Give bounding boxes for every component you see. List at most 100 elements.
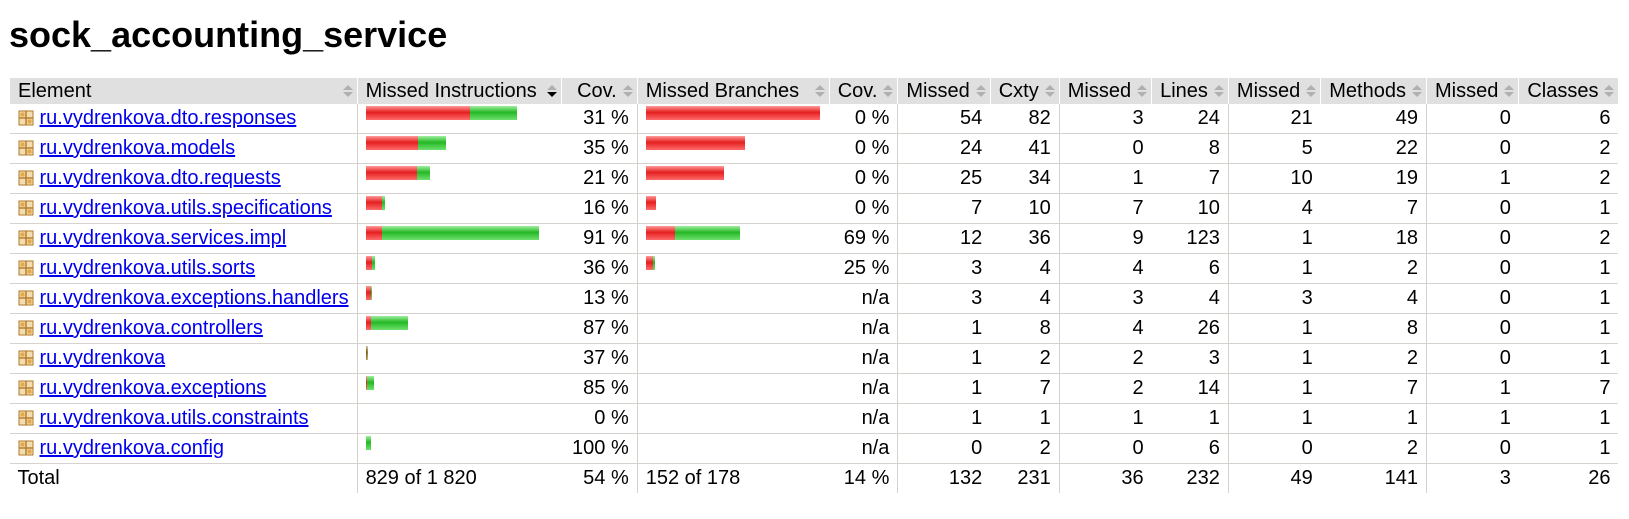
instructions-coverage: 91 %	[561, 223, 638, 254]
sort-icon	[342, 85, 353, 97]
missed-branches-bar	[645, 226, 675, 240]
package-link[interactable]: ru.vydrenkova.exceptions.handlers	[39, 287, 349, 309]
table-row: ru.vydrenkova.controllers 87 % n/a 1 8 4…	[9, 313, 1619, 344]
header-lines[interactable]: Lines	[1151, 78, 1229, 104]
header-branches-coverage[interactable]: Cov.	[828, 78, 898, 104]
classes: 1	[1518, 313, 1619, 344]
element-cell: ru.vydrenkova.utils.constraints	[9, 403, 358, 434]
missed-cxty: 7	[897, 193, 991, 224]
classes: 1	[1518, 403, 1619, 434]
element-cell: ru.vydrenkova.models	[9, 133, 358, 164]
missed-methods: 1	[1227, 373, 1321, 404]
element-cell: ru.vydrenkova.utils.sorts	[9, 253, 358, 284]
branches-bar	[645, 136, 745, 150]
sort-icon	[1504, 85, 1515, 97]
missed-instructions-bar	[365, 166, 417, 180]
missed-cxty: 1	[897, 373, 991, 404]
sort-icon	[975, 85, 986, 97]
instructions-coverage: 31 %	[561, 104, 638, 134]
header-row: Element Missed Instructions Cov. Missed …	[9, 78, 1619, 104]
branches-bar	[645, 256, 655, 270]
instructions-bar	[365, 286, 372, 300]
header-missed-methods[interactable]: Missed	[1227, 78, 1321, 104]
header-methods[interactable]: Methods	[1320, 78, 1427, 104]
package-link[interactable]: ru.vydrenkova.utils.specifications	[39, 197, 332, 219]
missed-methods: 4	[1227, 193, 1321, 224]
missed-methods: 1	[1227, 343, 1321, 374]
lines: 4	[1151, 283, 1229, 314]
instructions-bar	[365, 376, 374, 390]
branches-coverage: 0 %	[829, 193, 898, 224]
instructions-bar	[365, 316, 408, 330]
package-link[interactable]: ru.vydrenkova.utils.constraints	[39, 407, 309, 429]
package-link[interactable]: ru.vydrenkova.config	[39, 437, 225, 459]
missed-cxty: 0	[897, 433, 991, 464]
missed-instructions-bar	[365, 106, 470, 120]
table-row: ru.vydrenkova.dto.responses 31 % 0 % 54 …	[9, 104, 1619, 134]
missed-branches-bar-cell	[636, 403, 830, 434]
missed-branches-bar-cell	[636, 253, 830, 284]
element-cell: ru.vydrenkova.controllers	[9, 313, 358, 344]
missed-classes: 0	[1425, 104, 1519, 134]
coverage-table: Element Missed Instructions Cov. Missed …	[9, 78, 1619, 493]
package-link[interactable]: ru.vydrenkova.models	[39, 137, 236, 159]
missed-lines: 3	[1058, 104, 1152, 134]
missed-branches-bar	[645, 256, 653, 270]
missed-branches-bar-cell	[636, 433, 830, 464]
classes: 1	[1518, 343, 1619, 374]
package-link[interactable]: ru.vydrenkova.dto.requests	[39, 167, 281, 189]
header-missed-classes[interactable]: Missed	[1425, 78, 1519, 104]
missed-instructions-bar-cell	[356, 343, 562, 374]
lines: 6	[1151, 433, 1229, 464]
classes: 7	[1518, 373, 1619, 404]
package-link[interactable]: ru.vydrenkova.controllers	[39, 317, 263, 339]
header-classes[interactable]: Classes	[1518, 78, 1619, 104]
missed-branches-bar-cell	[636, 223, 830, 254]
header-element[interactable]: Element	[9, 78, 358, 104]
methods: 7	[1320, 373, 1427, 404]
header-cxty[interactable]: Cxty	[989, 78, 1060, 104]
package-link[interactable]: ru.vydrenkova	[39, 347, 166, 369]
package-link[interactable]: ru.vydrenkova.dto.responses	[39, 107, 297, 129]
instructions-bar	[365, 436, 371, 450]
cxty: 8	[990, 313, 1060, 344]
classes: 1	[1518, 193, 1619, 224]
lines: 123	[1151, 223, 1229, 254]
covered-branches-bar	[674, 226, 740, 240]
table-row: ru.vydrenkova.dto.requests 21 % 0 % 25 3…	[9, 163, 1619, 194]
header-missed-cxty[interactable]: Missed	[897, 78, 991, 104]
element-cell: ru.vydrenkova.config	[9, 433, 358, 464]
package-icon	[18, 436, 34, 456]
classes: 2	[1518, 163, 1619, 194]
header-missed-branches[interactable]: Missed Branches	[636, 78, 830, 104]
header-instructions-coverage[interactable]: Cov.	[560, 78, 638, 104]
total-instructions-coverage: 54 %	[583, 467, 629, 489]
cxty: 41	[990, 133, 1060, 164]
missed-lines: 3	[1058, 283, 1152, 314]
instructions-coverage: 37 %	[561, 343, 638, 374]
missed-branches-bar-cell	[636, 373, 830, 404]
package-link[interactable]: ru.vydrenkova.services.impl	[39, 227, 287, 249]
table-row: ru.vydrenkova.exceptions 85 % n/a 1 7 2 …	[9, 373, 1619, 404]
missed-lines: 4	[1058, 253, 1152, 284]
element-cell: ru.vydrenkova.exceptions	[9, 373, 358, 404]
missed-branches-bar-cell	[636, 313, 830, 344]
table-row: ru.vydrenkova.utils.specifications 16 % …	[9, 193, 1619, 224]
package-link[interactable]: ru.vydrenkova.utils.sorts	[39, 257, 256, 279]
missed-classes: 1	[1425, 163, 1519, 194]
sort-icon	[622, 85, 633, 97]
total-missed-branches: 152 of 178	[636, 463, 830, 493]
missed-classes: 0	[1425, 223, 1519, 254]
header-missed-instructions[interactable]: Missed Instructions	[356, 78, 562, 104]
table-row: ru.vydrenkova.utils.sorts 36 % 25 % 3 4 …	[9, 253, 1619, 284]
header-missed-lines[interactable]: Missed	[1058, 78, 1152, 104]
instructions-bar	[365, 196, 385, 210]
package-icon	[18, 166, 34, 186]
methods: 19	[1320, 163, 1427, 194]
package-link[interactable]: ru.vydrenkova.exceptions	[39, 377, 267, 399]
missed-lines: 7	[1058, 193, 1152, 224]
missed-cxty: 1	[897, 403, 991, 434]
page-title: sock_accounting_service	[9, 14, 448, 55]
element-cell: ru.vydrenkova.exceptions.handlers	[9, 283, 358, 314]
missed-lines: 1	[1058, 163, 1152, 194]
